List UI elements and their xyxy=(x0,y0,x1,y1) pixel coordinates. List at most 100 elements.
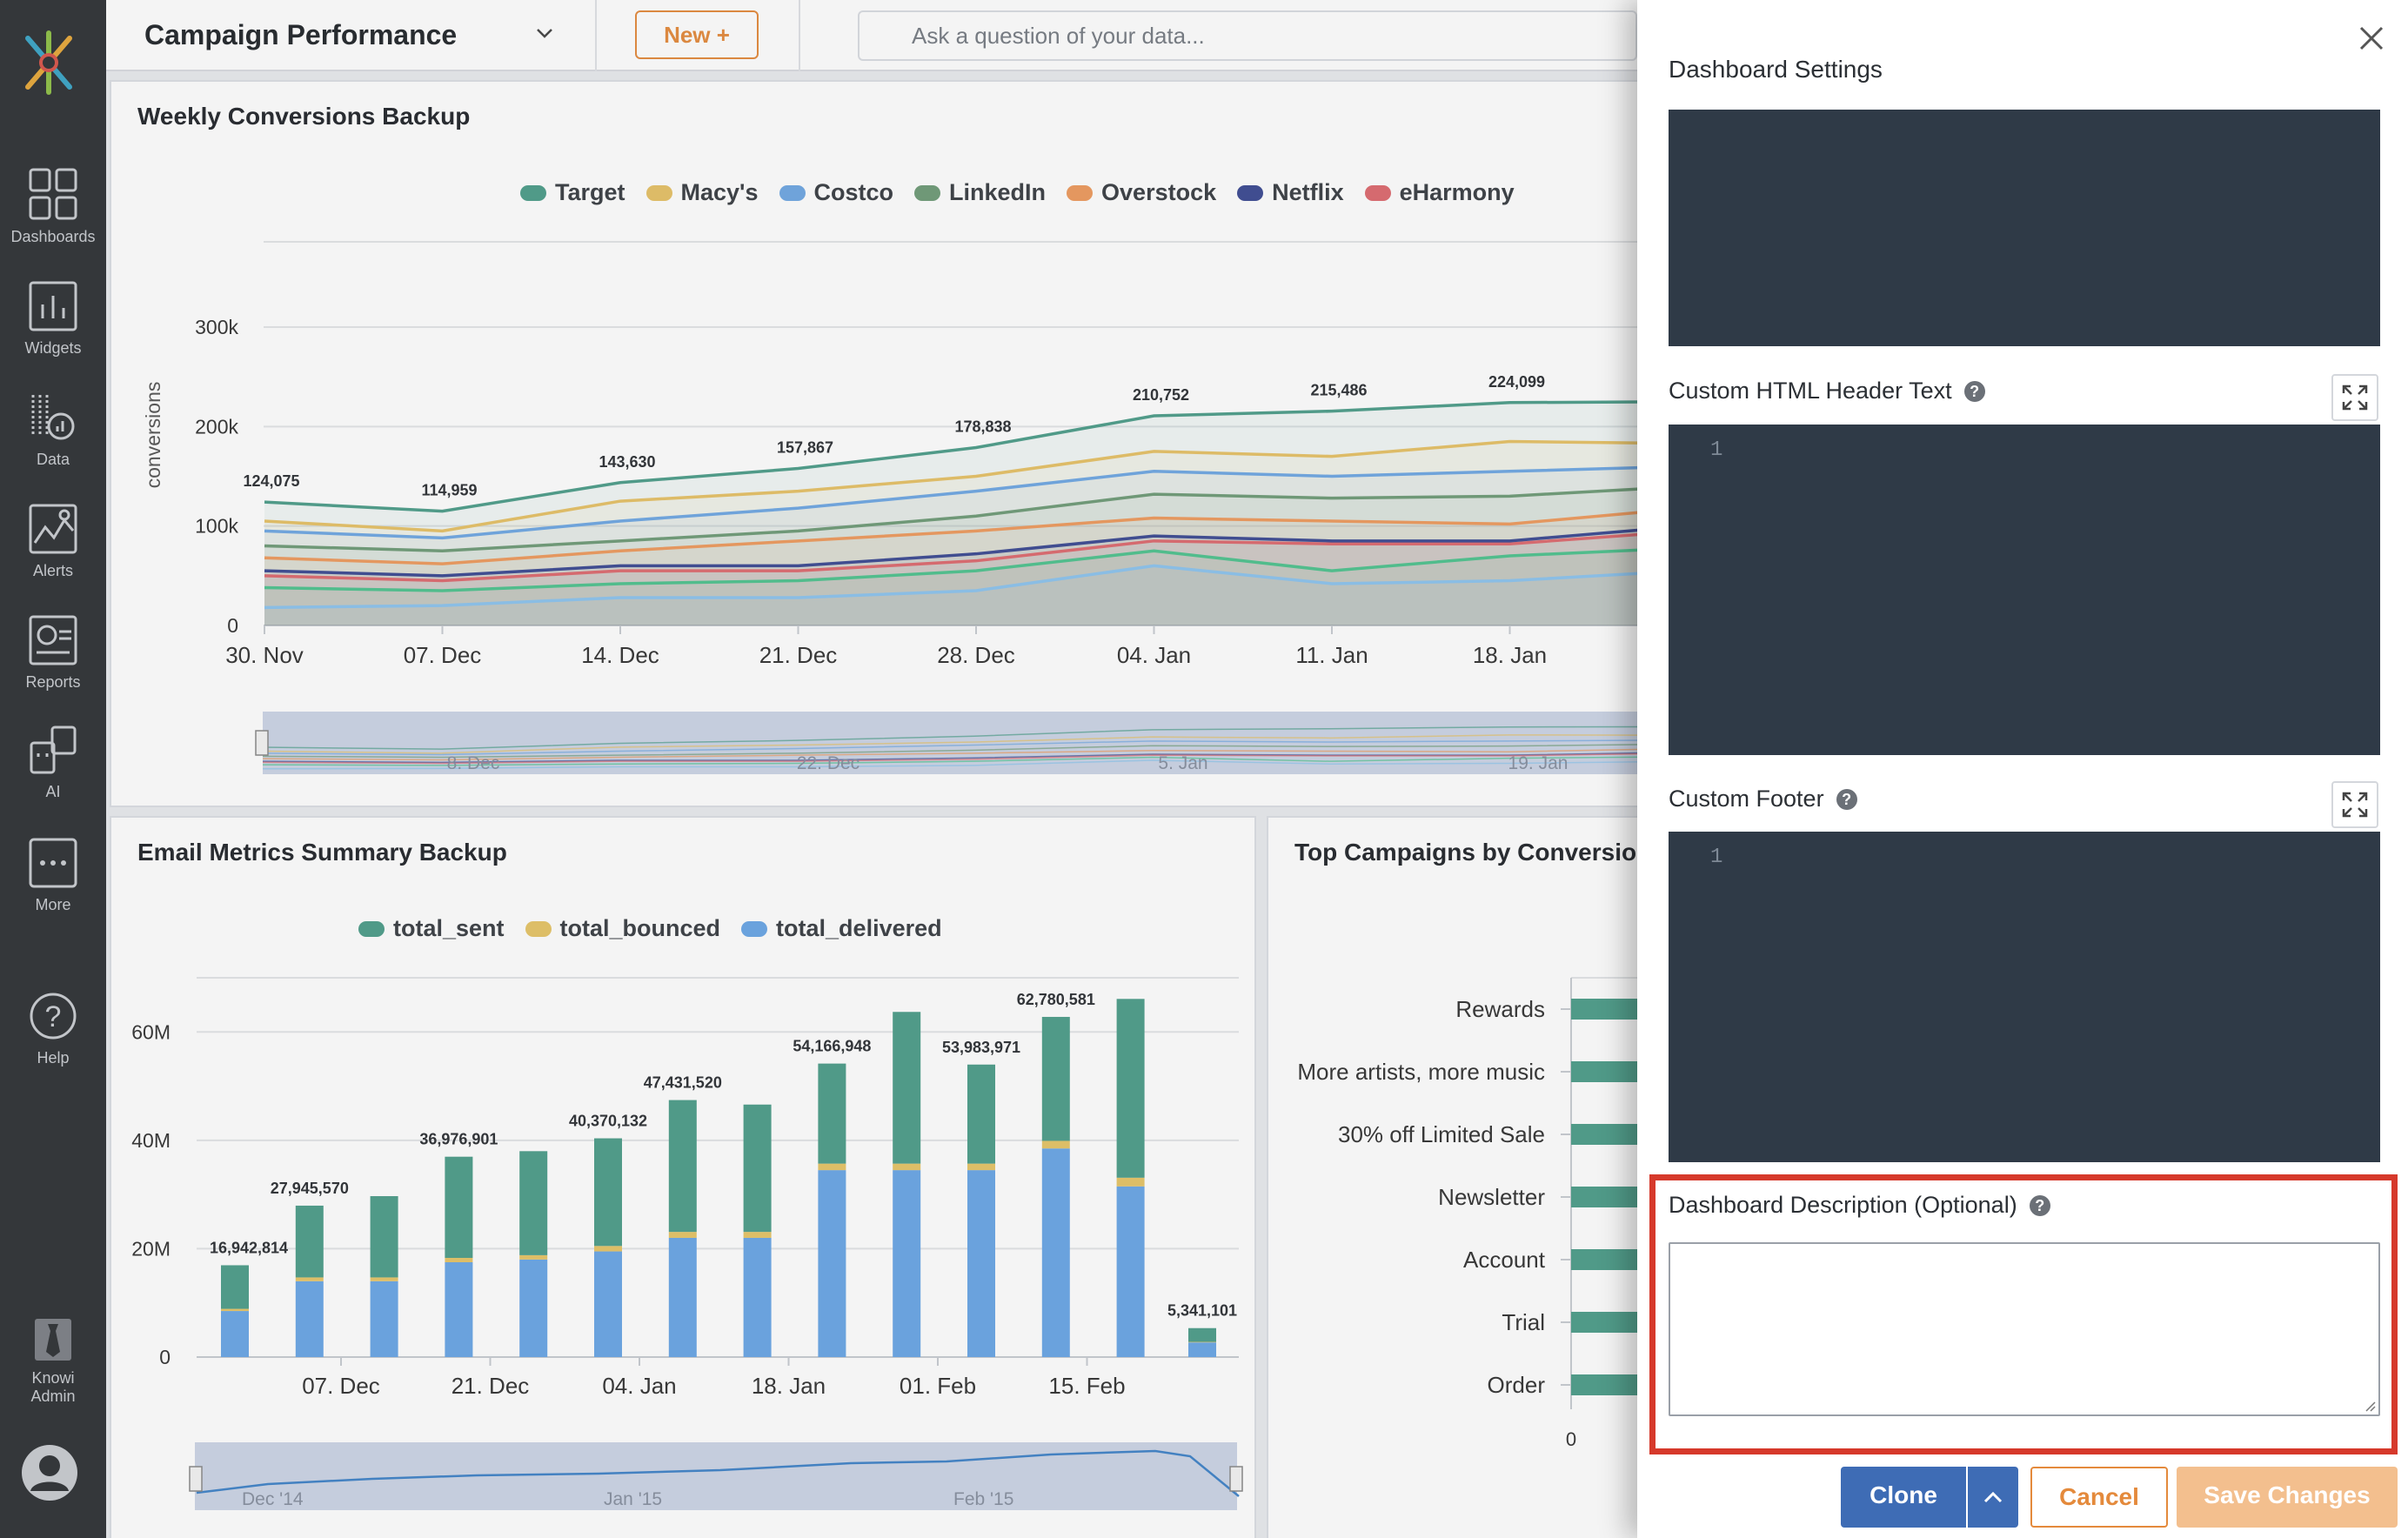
series-line-target xyxy=(264,400,1642,513)
description-textarea[interactable] xyxy=(1669,1242,2380,1416)
data-label: 124,075 xyxy=(243,472,299,490)
custom-header-editor[interactable]: 1 xyxy=(1669,425,2380,755)
series-line-series xyxy=(264,548,1642,592)
x-tick-label: 15. Feb xyxy=(1048,1373,1125,1399)
y-axis-label: conversions xyxy=(142,382,164,489)
clone-options-button[interactable] xyxy=(1968,1467,2018,1528)
legend-item[interactable]: LinkedIn xyxy=(914,179,1046,206)
x-tick-label: 21. Dec xyxy=(759,642,838,668)
custom-footer-editor[interactable]: 1 xyxy=(1669,832,2380,1162)
navigator-label: 22. Dec xyxy=(797,753,860,773)
data-label: 5,341,101 xyxy=(1167,1302,1237,1320)
expand-icon xyxy=(2342,384,2368,411)
category-label: 30% off Limited Sale xyxy=(1338,1121,1545,1147)
navigator-line xyxy=(262,734,1642,754)
header-divider xyxy=(799,0,800,71)
reports-icon xyxy=(29,615,77,665)
save-changes-button[interactable]: Save Changes xyxy=(2177,1467,2398,1528)
sidebar-item-label: Data xyxy=(36,451,70,468)
ai-icon xyxy=(30,726,77,774)
help-icon[interactable]: ? xyxy=(1836,789,1857,810)
x-tick-label: 14. Dec xyxy=(581,642,659,668)
css-editor[interactable] xyxy=(1669,110,2380,346)
dashboard-settings-panel: Dashboard Settings Custom HTML Header Te… xyxy=(1637,0,2408,1538)
bar-total-sent xyxy=(1041,1016,1070,1141)
bar-total-sent xyxy=(370,1196,398,1278)
series-line-costco xyxy=(264,465,1642,540)
alerts-icon xyxy=(29,504,77,554)
bar-total-delivered xyxy=(1188,1342,1216,1357)
bar-total-bounced xyxy=(1116,1177,1145,1187)
legend-label: Costco xyxy=(813,179,894,205)
navigator-handle xyxy=(255,730,269,756)
bar-total-sent xyxy=(594,1138,622,1247)
legend-label: LinkedIn xyxy=(949,179,1047,205)
dashboard-header: Campaign Performance New + Ask a questio… xyxy=(106,0,1637,71)
sidebar-item-label: Dashboards xyxy=(10,228,96,245)
help-icon[interactable]: ? xyxy=(1963,381,1985,402)
legend-item[interactable]: total_bounced xyxy=(525,915,720,942)
navigator-label: 19. Jan xyxy=(1508,753,1569,773)
resize-handle-icon[interactable] xyxy=(2363,1399,2377,1413)
close-icon[interactable] xyxy=(2352,19,2391,57)
navigator-label: Jan '15 xyxy=(604,1489,662,1509)
knowi-logo-icon[interactable] xyxy=(16,30,82,96)
legend-item[interactable]: Target xyxy=(520,179,625,206)
user-avatar-icon[interactable] xyxy=(21,1444,78,1501)
legend-item[interactable]: eHarmony xyxy=(1364,179,1515,206)
legend-item[interactable]: total_delivered xyxy=(741,915,942,942)
sidebar-item-ai[interactable]: AI xyxy=(0,724,106,801)
bar-total-bounced xyxy=(668,1232,697,1238)
legend-item[interactable]: Netflix xyxy=(1237,179,1344,206)
bar-total-sent xyxy=(295,1205,324,1278)
chevron-down-icon[interactable] xyxy=(532,21,557,45)
series-line-macys xyxy=(264,439,1642,533)
sidebar-item-help[interactable]: ? Help xyxy=(0,990,106,1067)
sidebar-item-reports[interactable]: Reports xyxy=(0,614,106,692)
legend-item[interactable]: Costco xyxy=(779,179,894,206)
cancel-button[interactable]: Cancel xyxy=(2030,1467,2168,1528)
legend-item[interactable]: Macy's xyxy=(645,179,759,206)
legend-label: eHarmony xyxy=(1399,179,1515,205)
expand-footer-editor-button[interactable] xyxy=(2331,781,2378,828)
sidebar-item-dashboards[interactable]: Dashboards xyxy=(0,167,106,246)
data-label: 16,942,814 xyxy=(210,1239,288,1256)
legend-label: total_delivered xyxy=(776,915,942,941)
navigator-label: 5. Jan xyxy=(1158,753,1207,773)
ask-data-input[interactable]: Ask a question of your data... xyxy=(858,10,1637,61)
category-label: Order xyxy=(1488,1372,1546,1398)
chevron-up-icon xyxy=(1983,1491,2003,1503)
x-tick-label: 07. Dec xyxy=(302,1373,380,1399)
navigator-handle xyxy=(1229,1466,1243,1492)
bar-total-delivered xyxy=(967,1170,995,1357)
new-button[interactable]: New + xyxy=(635,10,759,59)
sidebar-item-label: Alerts xyxy=(32,562,73,579)
clone-button[interactable]: Clone xyxy=(1841,1467,1966,1528)
sidebar-user-knowi-admin[interactable]: Knowi Admin xyxy=(0,1317,106,1406)
sidebar-item-more[interactable]: More xyxy=(0,837,106,914)
legend-swatch xyxy=(779,184,806,201)
legend-label: Macy's xyxy=(680,179,759,205)
sidebar-item-alerts[interactable]: Alerts xyxy=(0,503,106,580)
dashboard-title[interactable]: Campaign Performance xyxy=(144,19,458,50)
x-tick-label: 04. Jan xyxy=(1117,642,1191,668)
sidebar-item-data[interactable]: Data xyxy=(0,391,106,469)
email-metrics-chart: 0 20M 40M 60M 16,942,814 27,945,570 36,976,901… xyxy=(131,977,1243,1510)
legend-item[interactable]: Overstock xyxy=(1067,179,1216,206)
legend-label: total_sent xyxy=(393,915,505,941)
help-icon[interactable]: ? xyxy=(2029,1195,2050,1216)
series-line-eharmony xyxy=(264,532,1642,583)
modal-backdrop[interactable] xyxy=(0,0,1637,1538)
y-tick-label: 40M xyxy=(131,1129,171,1152)
sidebar-item-widgets[interactable]: Widgets xyxy=(0,280,106,358)
expand-header-editor-button[interactable] xyxy=(2331,374,2378,421)
bar-total-delivered xyxy=(668,1237,697,1357)
x-tick-label: 30. Nov xyxy=(225,642,304,668)
bar-total-delivered xyxy=(1116,1186,1145,1357)
data-label: 215,486 xyxy=(1310,382,1367,399)
bar-total-delivered xyxy=(1041,1148,1070,1357)
bar-total-sent xyxy=(221,1265,249,1309)
sidebar-item-label: Widgets xyxy=(24,339,82,357)
bar-total-delivered xyxy=(893,1170,921,1357)
legend-item[interactable]: total_sent xyxy=(358,915,505,942)
